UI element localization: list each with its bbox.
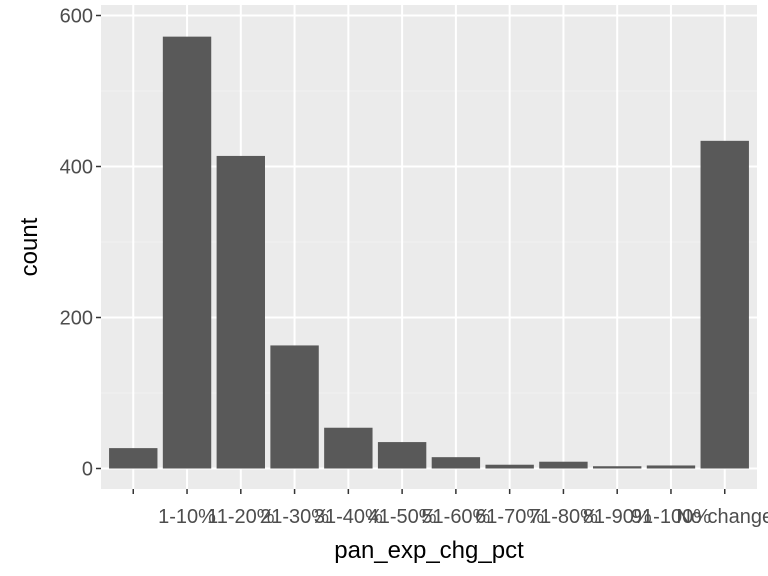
- x-tick-label: 61-70%: [475, 506, 544, 528]
- x-tick-label: No change: [676, 506, 768, 528]
- bar: [539, 461, 588, 469]
- bar: [216, 155, 265, 469]
- y-tick-label: 400: [60, 157, 93, 179]
- x-tick-label: 81-90%: [583, 506, 652, 528]
- x-tick-label: 71-80%: [529, 506, 598, 528]
- y-axis-title: count: [16, 217, 43, 276]
- y-tick-label: 0: [82, 459, 93, 481]
- bar: [270, 345, 319, 469]
- x-tick-label: 11-20%: [207, 506, 275, 528]
- y-axis: 0 200 400 600: [60, 6, 101, 481]
- bar: [324, 427, 373, 469]
- bar: [109, 448, 158, 469]
- bar: [646, 465, 696, 469]
- bar: [431, 457, 481, 469]
- x-tick-label: 51-60%: [421, 506, 490, 528]
- x-tick-label: 1-10%: [158, 506, 216, 528]
- x-tick-label: 31-40%: [314, 506, 383, 528]
- x-tick-label: 41-50%: [368, 506, 437, 528]
- bars: [109, 36, 749, 469]
- bar: [700, 140, 749, 469]
- x-tick-label: 91-100%: [631, 506, 711, 528]
- bar: [162, 36, 212, 469]
- bar: [377, 442, 427, 469]
- bar: [485, 464, 534, 469]
- bar: [593, 466, 642, 469]
- x-tick-label: 21-30%: [260, 506, 329, 528]
- x-axis-title: pan_exp_chg_pct: [334, 537, 524, 564]
- y-tick-label: 600: [60, 6, 93, 28]
- x-axis: 1-10%11-20%21-30%31-40%41-50%51-60%61-70…: [132, 489, 768, 528]
- y-tick-label: 200: [60, 308, 93, 330]
